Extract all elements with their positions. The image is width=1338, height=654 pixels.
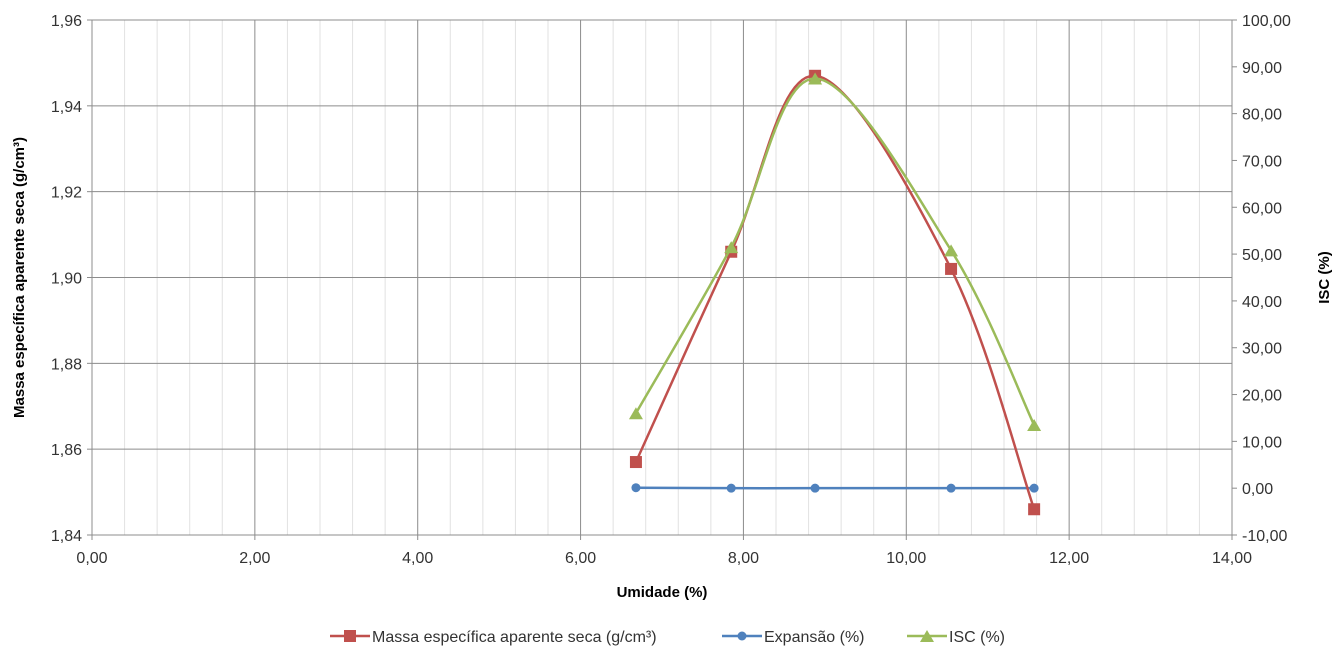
x-tick-label: 12,00	[1049, 550, 1089, 567]
data-point-isc	[628, 407, 643, 420]
y2-tick-label: -10,00	[1242, 528, 1287, 545]
data-point-massa-especifica	[1028, 503, 1041, 516]
y-tick-label: 1,90	[51, 271, 82, 288]
y-tick-label: 1,96	[51, 13, 82, 30]
grid	[91, 19, 1233, 536]
data-point-massa-especifica	[629, 456, 642, 469]
y2-tick-label: 20,00	[1242, 388, 1282, 405]
legend-label-isc: ISC (%)	[949, 629, 1005, 646]
y2-tick-label: 90,00	[1242, 60, 1282, 77]
series-layer	[628, 69, 1042, 516]
legend-label-massa-especifica: Massa específica aparente seca (g/cm³)	[372, 629, 657, 646]
y2-tick-label: 100,00	[1242, 13, 1291, 30]
legend: Massa específica aparente seca (g/cm³) Ex…	[330, 629, 1005, 646]
y2-axis-title: ISC (%)	[1316, 251, 1333, 304]
y2-tick-label: 0,00	[1242, 481, 1273, 498]
y2-tick-label: 50,00	[1242, 247, 1282, 264]
legend-marker-massa-especifica	[344, 630, 356, 642]
y-tick-label: 1,92	[51, 185, 82, 202]
x-tick-label: 4,00	[402, 550, 433, 567]
y-tick-label: 1,84	[51, 528, 82, 545]
data-point-isc	[808, 72, 823, 85]
y-tick-label: 1,88	[51, 356, 82, 373]
x-tick-label: 2,00	[239, 550, 270, 567]
legend-marker-expansao	[737, 631, 747, 641]
x-axis-title: Umidade (%)	[617, 584, 708, 601]
series-line-expansao	[635, 486, 1035, 490]
x-tick-label: 8,00	[728, 550, 759, 567]
y2-tick-label: 30,00	[1242, 341, 1282, 358]
y2-tick-label: 60,00	[1242, 200, 1282, 217]
x-tick-label: 14,00	[1212, 550, 1252, 567]
data-point-isc	[1027, 418, 1042, 431]
y2-tick-label: 70,00	[1242, 153, 1282, 170]
y-tick-label: 1,94	[51, 99, 82, 116]
x-tick-label: 0,00	[76, 550, 107, 567]
legend-label-expansao: Expansão (%)	[764, 629, 865, 646]
y-axis-title: Massa específica aparente seca (g/cm³)	[11, 137, 28, 418]
data-point-expansao	[946, 483, 956, 493]
data-point-expansao	[726, 483, 736, 493]
axes	[87, 19, 1237, 540]
y-tick-label: 1,86	[51, 442, 82, 459]
data-point-expansao	[631, 483, 641, 493]
data-point-isc	[944, 244, 959, 257]
data-point-expansao	[810, 483, 820, 493]
x-tick-label: 10,00	[886, 550, 926, 567]
tick-labels: 0,00 2,00 4,00 6,00 8,00 10,00 12,00 14,00 1,84 1…	[51, 13, 1291, 567]
data-point-massa-especifica	[945, 262, 958, 275]
data-point-expansao	[1029, 483, 1039, 493]
y2-tick-label: 10,00	[1242, 434, 1282, 451]
y2-tick-label: 40,00	[1242, 294, 1282, 311]
series-line-isc	[634, 77, 1036, 426]
legend-marker-isc	[920, 630, 934, 642]
y2-tick-label: 80,00	[1242, 107, 1282, 124]
x-tick-label: 6,00	[565, 550, 596, 567]
data-point-isc	[724, 241, 739, 254]
